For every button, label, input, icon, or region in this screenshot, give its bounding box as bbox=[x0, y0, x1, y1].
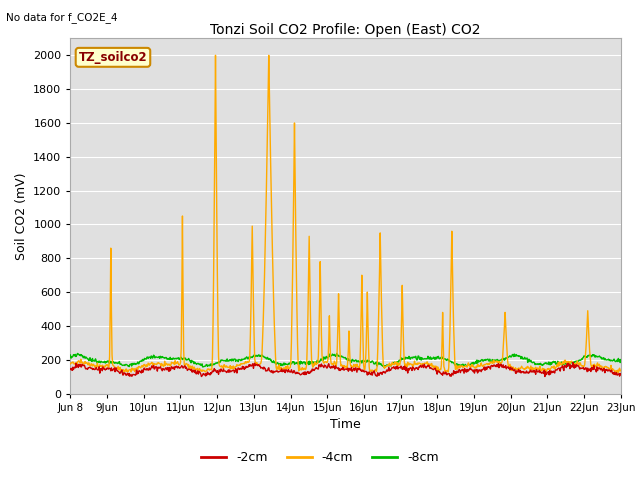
Text: No data for f_CO2E_4: No data for f_CO2E_4 bbox=[6, 12, 118, 23]
X-axis label: Time: Time bbox=[330, 418, 361, 431]
Y-axis label: Soil CO2 (mV): Soil CO2 (mV) bbox=[15, 172, 28, 260]
Legend: -2cm, -4cm, -8cm: -2cm, -4cm, -8cm bbox=[196, 446, 444, 469]
Title: Tonzi Soil CO2 Profile: Open (East) CO2: Tonzi Soil CO2 Profile: Open (East) CO2 bbox=[211, 23, 481, 37]
Text: TZ_soilco2: TZ_soilco2 bbox=[79, 51, 147, 64]
